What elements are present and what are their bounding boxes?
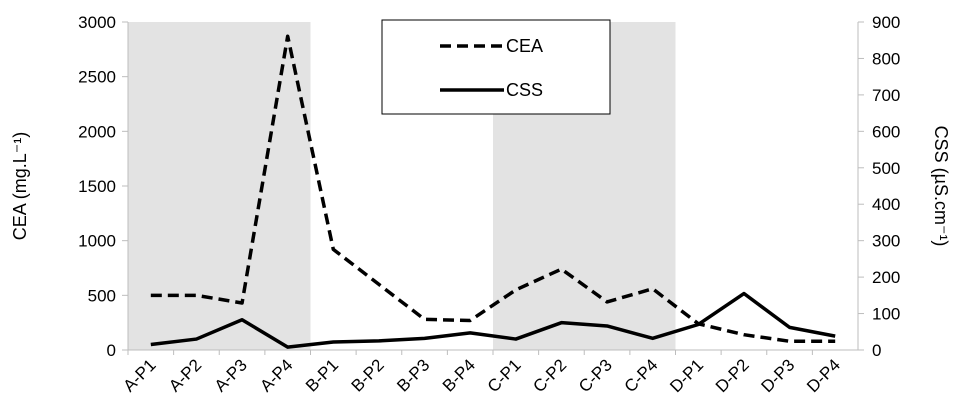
x-tick-label: B-P1 [302, 355, 342, 395]
x-tick-label: D-P4 [803, 355, 844, 396]
right-tick-label: 200 [872, 268, 900, 287]
right-tick-label: 400 [872, 195, 900, 214]
legend: CEA CSS [381, 19, 611, 115]
right-tick-label: 300 [872, 232, 900, 251]
x-tick-label: D-P1 [666, 355, 707, 396]
right-tick-label: 0 [872, 341, 881, 360]
legend-label-css: CSS [506, 80, 543, 100]
x-tick-label: B-P3 [393, 355, 433, 395]
left-axis-title: CEA (mg.L⁻¹) [10, 132, 30, 241]
left-tick-label: 500 [88, 286, 116, 305]
x-tick-label: C-P4 [621, 355, 662, 396]
left-tick-label: 3000 [78, 13, 116, 32]
right-tick-label: 900 [872, 13, 900, 32]
x-tick-label: A-P4 [256, 355, 296, 395]
right-tick-label: 500 [872, 159, 900, 178]
right-axis-title: CSS (µS.cm⁻¹) [931, 126, 951, 247]
x-tick-label: B-P4 [439, 355, 479, 395]
x-tick-label: A-P3 [211, 355, 251, 395]
x-tick-label: C-P2 [529, 355, 570, 396]
right-tick-label: 700 [872, 86, 900, 105]
right-tick-label: 800 [872, 49, 900, 68]
x-tick-label: D-P2 [712, 355, 753, 396]
left-tick-label: 2500 [78, 68, 116, 87]
x-tick-label: C-P1 [484, 355, 525, 396]
left-tick-label: 2000 [78, 122, 116, 141]
series-line-css [150, 291, 836, 349]
right-tick-label: 600 [872, 122, 900, 141]
left-tick-label: 1000 [78, 232, 116, 251]
series-line-cea [150, 34, 836, 344]
x-tick-label: D-P3 [758, 355, 799, 396]
legend-label-cea: CEA [506, 36, 543, 56]
legend-box [381, 19, 611, 115]
x-tick-label: A-P1 [119, 355, 159, 395]
left-tick-label: 0 [107, 341, 116, 360]
x-tick-label: C-P3 [575, 355, 616, 396]
left-tick-label: 1500 [78, 177, 116, 196]
x-tick-label: A-P2 [165, 355, 205, 395]
right-tick-label: 100 [872, 305, 900, 324]
series-lines [150, 34, 836, 349]
x-tick-label: B-P2 [348, 355, 388, 395]
